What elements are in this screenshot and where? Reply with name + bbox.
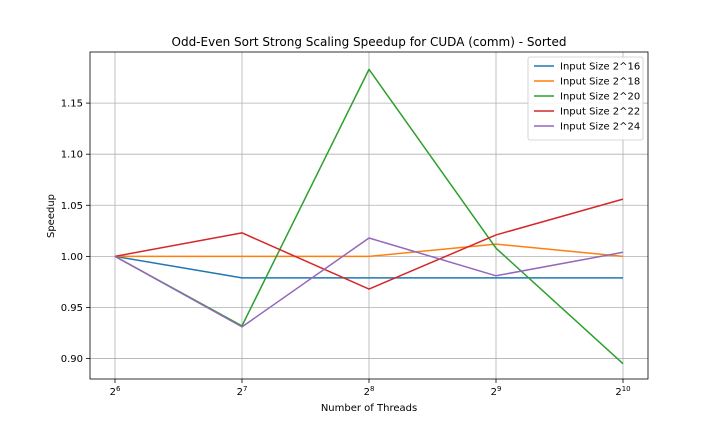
legend-entry-label: Input Size 2^16 bbox=[560, 62, 640, 73]
x-tick-label: 26 bbox=[110, 385, 121, 398]
y-tick-label: 0.90 bbox=[61, 354, 83, 365]
x-axis-label: Number of Threads bbox=[321, 403, 417, 414]
x-tick-label: 29 bbox=[491, 385, 502, 398]
series-line-2 bbox=[115, 243, 624, 258]
axis-ticks: 26 27 28 29 210 0.90 0.95 1.00 1.05 1.10 1.15 bbox=[61, 99, 631, 398]
series-line-5 bbox=[114, 237, 624, 328]
series-lines bbox=[114, 68, 624, 365]
y-tick-label: 1.15 bbox=[61, 99, 83, 110]
legend-entry-label: Input Size 2^20 bbox=[560, 92, 640, 103]
series-line-4 bbox=[114, 198, 624, 290]
series-line-1 bbox=[114, 255, 623, 279]
legend: Input Size 2^16 Input Size 2^18 Input Size… bbox=[527, 56, 644, 141]
y-tick-label: 0.95 bbox=[61, 303, 83, 314]
x-tick-label: 210 bbox=[615, 385, 630, 398]
legend-entry-label: Input Size 2^22 bbox=[560, 107, 640, 118]
legend-entry-label: Input Size 2^18 bbox=[560, 77, 640, 88]
x-tick-label: 28 bbox=[364, 385, 375, 398]
y-tick-label: 1.10 bbox=[61, 150, 83, 161]
legend-box bbox=[527, 56, 644, 141]
y-tick-label: 1.05 bbox=[61, 201, 83, 212]
y-axis-label: Speedup bbox=[46, 194, 57, 238]
legend-entry-label: Input Size 2^24 bbox=[560, 122, 640, 133]
y-tick-label: 1.00 bbox=[61, 252, 83, 263]
chart-title: Odd-Even Sort Strong Scaling Speedup for… bbox=[172, 35, 567, 49]
x-tick-label: 27 bbox=[237, 385, 248, 398]
